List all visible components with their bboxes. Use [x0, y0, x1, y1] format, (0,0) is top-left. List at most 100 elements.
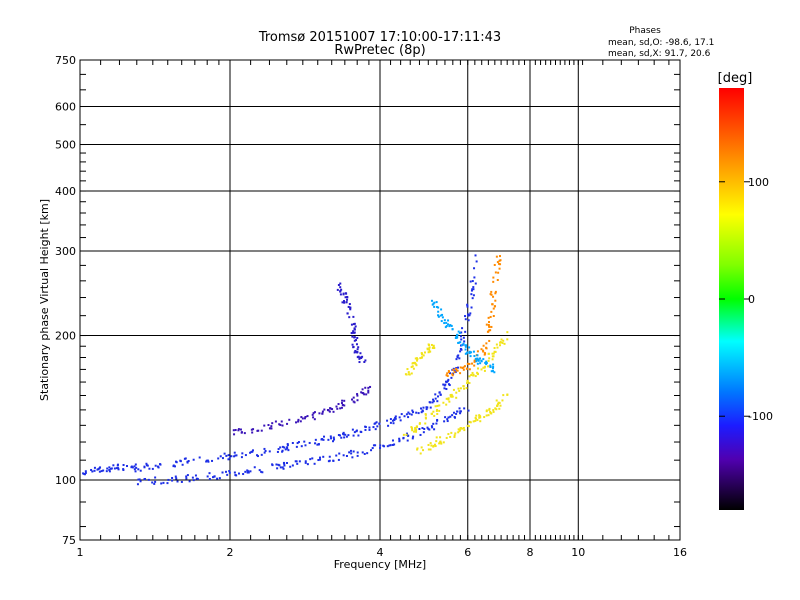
data-point: [419, 407, 422, 410]
data-point: [192, 479, 195, 482]
data-point: [336, 288, 339, 291]
data-point: [424, 422, 427, 425]
data-point: [419, 452, 422, 455]
data-point: [451, 374, 454, 377]
data-point: [347, 305, 350, 308]
data-point: [408, 412, 411, 415]
data-point: [435, 440, 438, 443]
colorbar-tick-label: 100: [748, 176, 769, 189]
data-point: [479, 420, 482, 423]
data-point: [407, 371, 410, 374]
data-point: [411, 365, 414, 368]
data-point: [427, 443, 430, 446]
data-point: [454, 416, 457, 419]
data-point: [467, 319, 470, 322]
data-point: [416, 358, 419, 361]
data-point: [339, 286, 342, 289]
data-point: [450, 324, 453, 327]
data-point: [246, 471, 249, 474]
data-point: [352, 450, 355, 453]
data-point: [467, 409, 470, 412]
data-point: [494, 350, 497, 353]
data-point: [429, 350, 432, 353]
data-point: [492, 280, 495, 283]
data-point: [441, 316, 444, 319]
data-point: [318, 456, 321, 459]
data-point: [461, 427, 464, 430]
data-point: [364, 428, 367, 431]
data-point: [459, 410, 462, 413]
data-point: [477, 359, 480, 362]
data-point: [296, 442, 299, 445]
data-point: [441, 313, 444, 316]
data-point: [489, 293, 492, 296]
data-point: [299, 420, 302, 423]
data-point: [503, 342, 506, 345]
data-point: [449, 435, 452, 438]
data-point: [219, 455, 222, 458]
data-point: [433, 414, 436, 417]
data-point: [368, 428, 371, 431]
data-point: [352, 396, 355, 399]
data-point: [207, 460, 210, 463]
data-point: [341, 404, 344, 407]
plot-area: 1 2 4 6 8 10 16 75 100 200 300 400 500 600 750: [55, 54, 687, 559]
data-point: [133, 465, 136, 468]
data-point: [492, 409, 495, 412]
data-point: [388, 444, 391, 447]
data-point: [429, 401, 432, 404]
data-point: [367, 389, 370, 392]
data-point: [117, 467, 120, 470]
data-point: [449, 415, 452, 418]
data-point: [277, 463, 280, 466]
data-point: [339, 293, 342, 296]
data-point: [367, 391, 370, 394]
data-point: [175, 477, 178, 480]
data-point: [488, 357, 491, 360]
data-point: [122, 469, 125, 472]
data-point: [365, 393, 368, 396]
data-point: [470, 306, 473, 309]
data-point: [468, 362, 471, 365]
data-point: [282, 467, 285, 470]
data-point: [298, 460, 301, 463]
data-point: [446, 380, 449, 383]
x-axis-ticks: 1 2 4 6 8 10 16: [77, 60, 687, 559]
data-point: [391, 443, 394, 446]
data-point: [462, 426, 465, 429]
data-point: [492, 315, 495, 318]
data-point: [437, 310, 440, 313]
data-point: [455, 367, 458, 370]
data-point: [492, 295, 495, 298]
data-point: [471, 371, 474, 374]
data-point: [319, 458, 322, 461]
data-point: [247, 471, 250, 474]
data-point: [391, 419, 394, 422]
data-point: [464, 352, 467, 355]
data-point: [421, 353, 424, 356]
data-point: [306, 463, 309, 466]
data-point: [446, 323, 449, 326]
data-point: [353, 328, 356, 331]
data-point: [251, 431, 254, 434]
data-point: [313, 462, 316, 465]
data-point: [437, 395, 440, 398]
data-point: [464, 345, 467, 348]
data-point: [443, 420, 446, 423]
data-point: [188, 480, 191, 483]
data-point: [485, 363, 488, 366]
data-point: [337, 434, 340, 437]
data-point: [82, 472, 85, 475]
data-point: [308, 441, 311, 444]
data-point: [353, 327, 356, 330]
data-point: [362, 392, 365, 395]
data-point: [429, 406, 432, 409]
data-point: [491, 370, 494, 373]
data-point: [351, 343, 354, 346]
data-point: [471, 297, 474, 300]
data-point: [223, 452, 226, 455]
data-point: [122, 463, 125, 466]
data-point: [493, 263, 496, 266]
data-point: [493, 371, 496, 374]
data-point: [110, 467, 113, 470]
